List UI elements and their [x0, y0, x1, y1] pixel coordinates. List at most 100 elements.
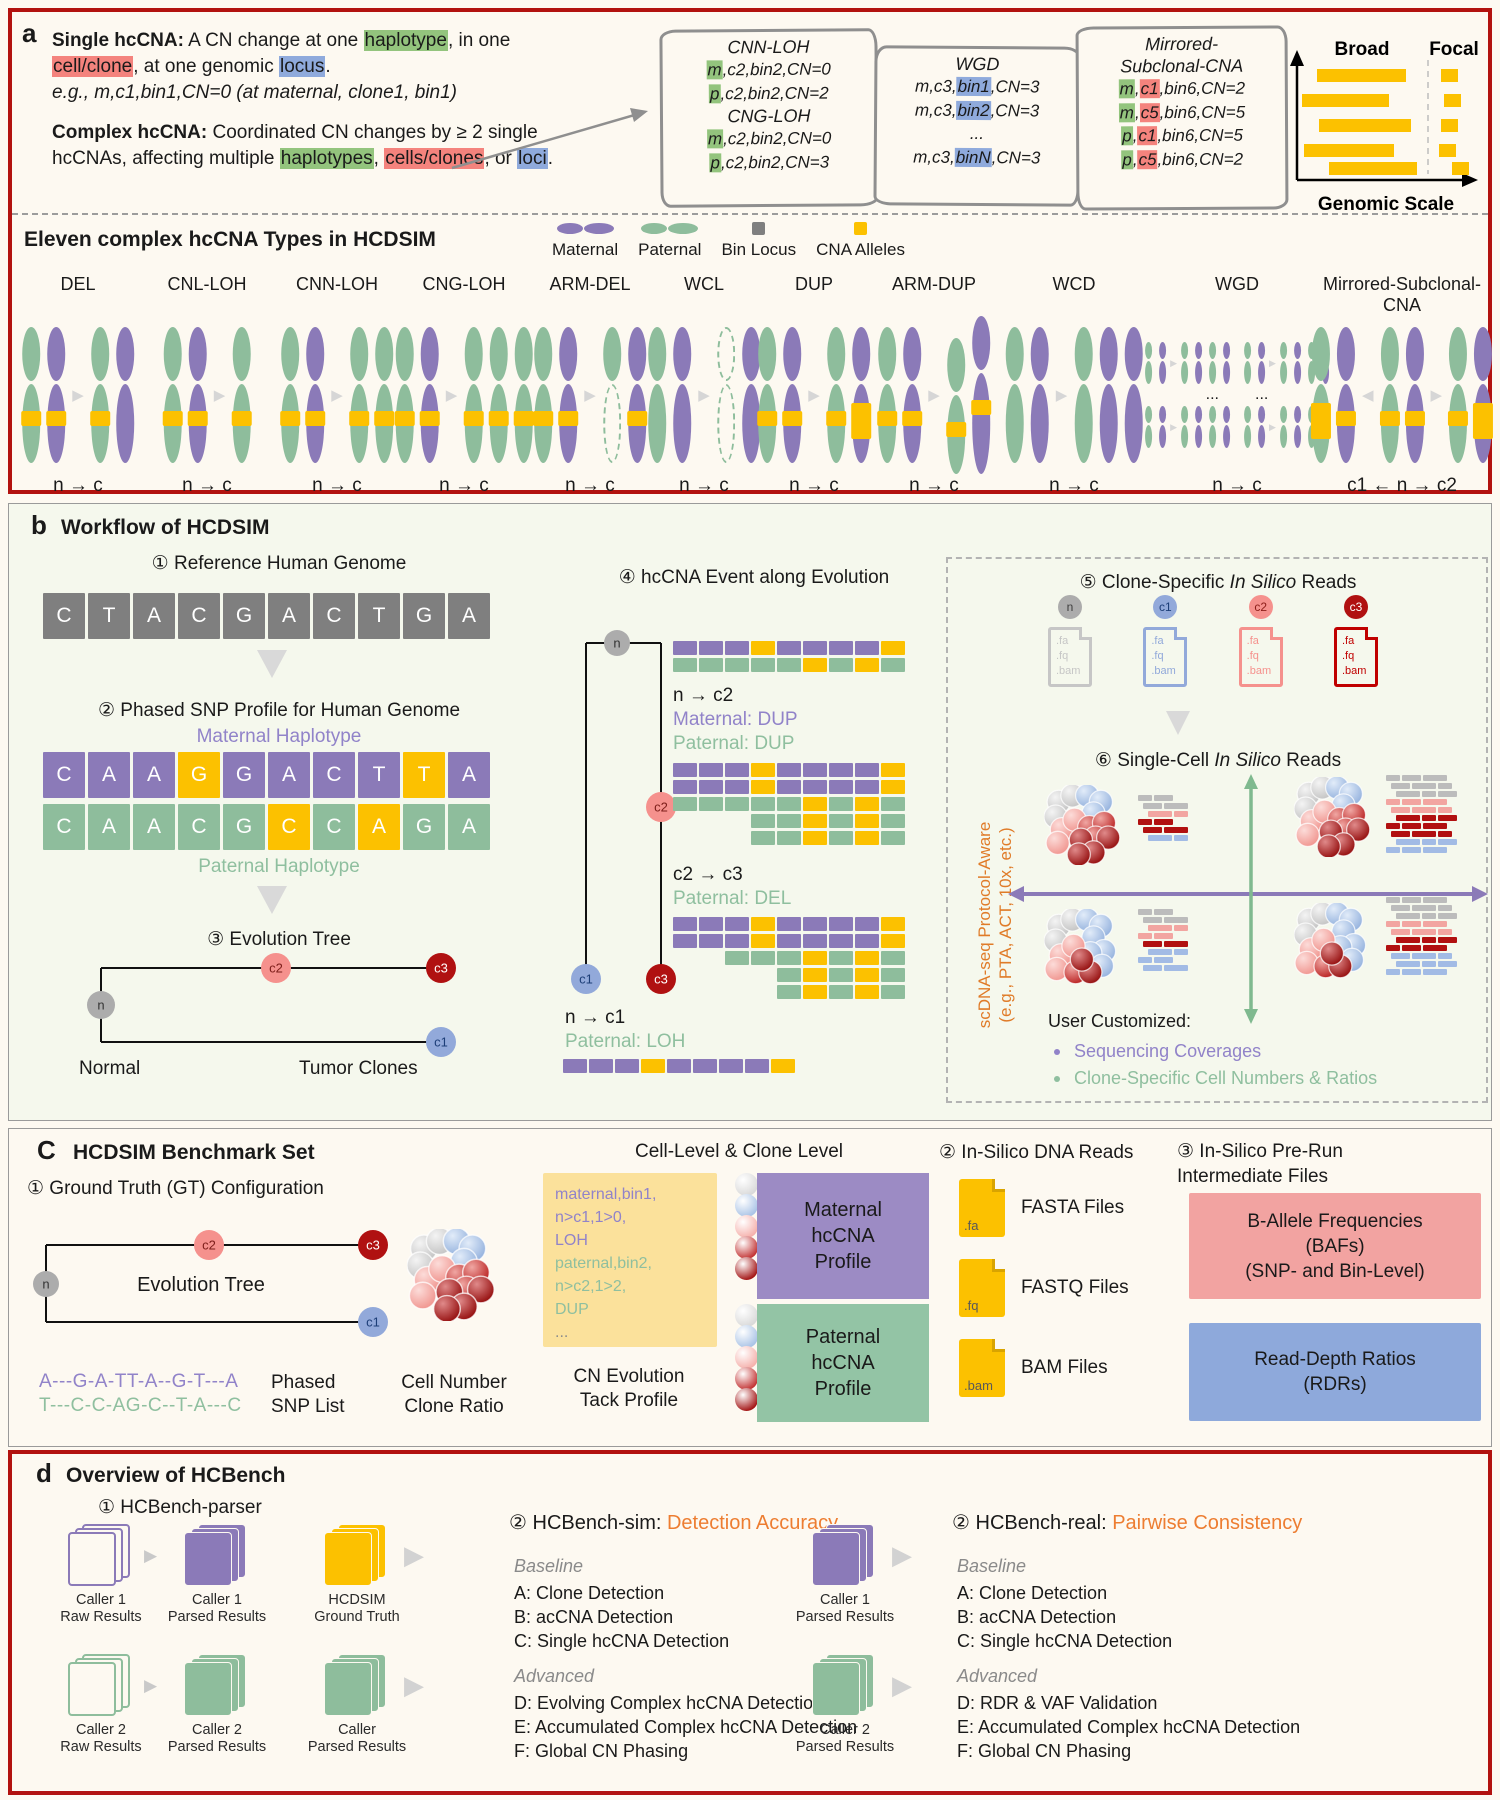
arrow-icon: ▶ — [928, 386, 940, 404]
chromosome-arm — [374, 327, 393, 381]
result-stack-caller-2-parsed-results — [184, 1654, 250, 1718]
bin-cell — [881, 641, 905, 655]
cna-band — [89, 411, 110, 426]
evolution-tree-label: Evolution Tree — [137, 1274, 265, 1296]
arrow-right-icon: ▶ — [1170, 421, 1177, 432]
real-num: ② — [952, 1512, 976, 1534]
chromosome-arm — [878, 327, 897, 381]
chromosome-arm — [1209, 342, 1216, 359]
read-row — [1143, 827, 1188, 833]
text-segment: ... — [1205, 386, 1219, 403]
customized-bullet: Sequencing Coverages — [1054, 1041, 1261, 1062]
profile-line: Profile — [814, 1251, 872, 1273]
clone-files-row: n .fa .fq .bam c1 .fa .fq .bam c2 .fa .fq .ba… — [1048, 595, 1378, 687]
tree-node-c2 — [646, 792, 676, 822]
bin-cell — [803, 763, 827, 777]
cna-band — [46, 411, 67, 426]
bin-cell — [751, 951, 775, 965]
bin-cell — [699, 797, 723, 811]
chromosome-arm — [1209, 361, 1216, 384]
type-wcd: WCD ▶ n → c — [1005, 274, 1144, 497]
chromosome-icon — [626, 327, 647, 463]
type-label-line: WGD — [1215, 274, 1259, 294]
stack-page-icon — [812, 1662, 860, 1716]
read-bar — [1422, 815, 1436, 821]
read-bar — [1174, 925, 1188, 931]
before-group — [877, 327, 923, 463]
tree-node-c2 — [261, 953, 291, 983]
chromosome-icon — [1257, 342, 1266, 384]
chromosome-icon — [1073, 327, 1093, 463]
arrow-right-icon: ▶ — [404, 1540, 424, 1570]
insilico-reads-box: ⑤ Clone-Specific In Silico Reads n .fa .f… — [946, 557, 1488, 1103]
benchmark-item: F: Global CN Phasing — [514, 1741, 689, 1761]
stack-label-line: Caller 2 — [192, 1722, 242, 1738]
yellow-file-icon: .bam — [959, 1339, 1005, 1397]
sequence-cell: C — [43, 804, 85, 850]
sequence-cell: C — [313, 804, 355, 850]
chromosome-arm — [1244, 425, 1251, 448]
text-segment: , at one genomic — [133, 56, 279, 77]
bin-cell — [855, 763, 879, 777]
read-row — [1143, 965, 1188, 971]
chromosome-icon — [558, 327, 579, 463]
protocol-aware-line1: scDNA-seq Protocol-Aware — [975, 821, 994, 1029]
chromosome-icon — [602, 327, 622, 463]
read-bar — [1386, 969, 1400, 975]
stack-label-line: Raw Results — [60, 1739, 142, 1755]
type-chromosomes: ▶ — [162, 318, 252, 472]
read-row — [1138, 909, 1188, 915]
chromosome-arm — [1159, 425, 1167, 448]
text-segment: ,CN=3 — [991, 147, 1041, 167]
callout-line: p,c5,bin6,CN=2 — [1079, 147, 1285, 172]
baf-box: B-Allele Frequencies (BAFs) (SNP- and Bin-… — [1189, 1193, 1481, 1299]
tree-node-n — [87, 991, 115, 1019]
bin-cell — [777, 780, 801, 794]
read-bar — [1164, 965, 1188, 971]
read-row — [1386, 847, 1457, 853]
focal-box — [1441, 69, 1458, 82]
chromosome-arm — [648, 327, 667, 381]
before-group — [1144, 342, 1167, 384]
chromosome-arm — [115, 327, 134, 381]
chromosome-icon — [231, 327, 252, 463]
bin-cell — [829, 797, 853, 811]
bin-cell — [829, 968, 853, 982]
sequence-cell: C — [313, 752, 355, 798]
type-label-line: CNA — [1382, 295, 1421, 315]
before-group — [533, 327, 579, 463]
step4-heading: ④ hcCNA Event along Evolution — [618, 567, 890, 588]
arrow-icon: ▶ — [445, 386, 458, 404]
bin-cell — [777, 641, 801, 655]
sequence-cell: A — [358, 804, 400, 850]
stack-label-line: Caller 2 — [820, 1722, 870, 1738]
bin-cell — [803, 951, 827, 965]
bin-strip-c3 — [673, 917, 905, 999]
file-type-label: BAM Files — [1021, 1357, 1108, 1378]
event-transition-label: c2 → c3 — [673, 864, 743, 885]
chromosome-icon — [1098, 327, 1118, 463]
step6-heading: ⑥ Single-Cell In Silico Reads — [978, 749, 1458, 772]
chromosome-icon — [1473, 327, 1494, 463]
sequence-cell: A — [133, 804, 175, 850]
bin-cell — [855, 780, 879, 794]
cna-band — [626, 411, 647, 426]
cna-band — [231, 411, 252, 426]
profile-line: Profile — [814, 1378, 872, 1400]
chromosome-icon — [716, 327, 736, 463]
chromosome-arm — [1258, 361, 1265, 384]
panel-d-label: d — [36, 1458, 52, 1488]
tree-node-label: c1 — [434, 1035, 448, 1050]
text-segment: CNN-LOH — [727, 36, 810, 58]
sim-metric: Detection Accuracy — [666, 1512, 839, 1534]
paternal-haplotype-label: Paternal Haplotype — [198, 856, 360, 877]
read-bar — [1412, 807, 1436, 813]
type-caption: n → c — [182, 475, 232, 496]
file-extension: .fq — [964, 1298, 979, 1313]
chromosome-icon — [877, 327, 898, 463]
callout-box: CNN-LOH m,c2,bin2,CN=0 p,c2,bin2,CN=2 CNG-L… — [659, 28, 879, 208]
file-fold-icon — [1269, 627, 1283, 640]
strip-row — [777, 968, 905, 982]
read-bar — [1386, 799, 1400, 805]
type-cng-loh: CNG-LOH ▶ n → c — [394, 274, 534, 497]
